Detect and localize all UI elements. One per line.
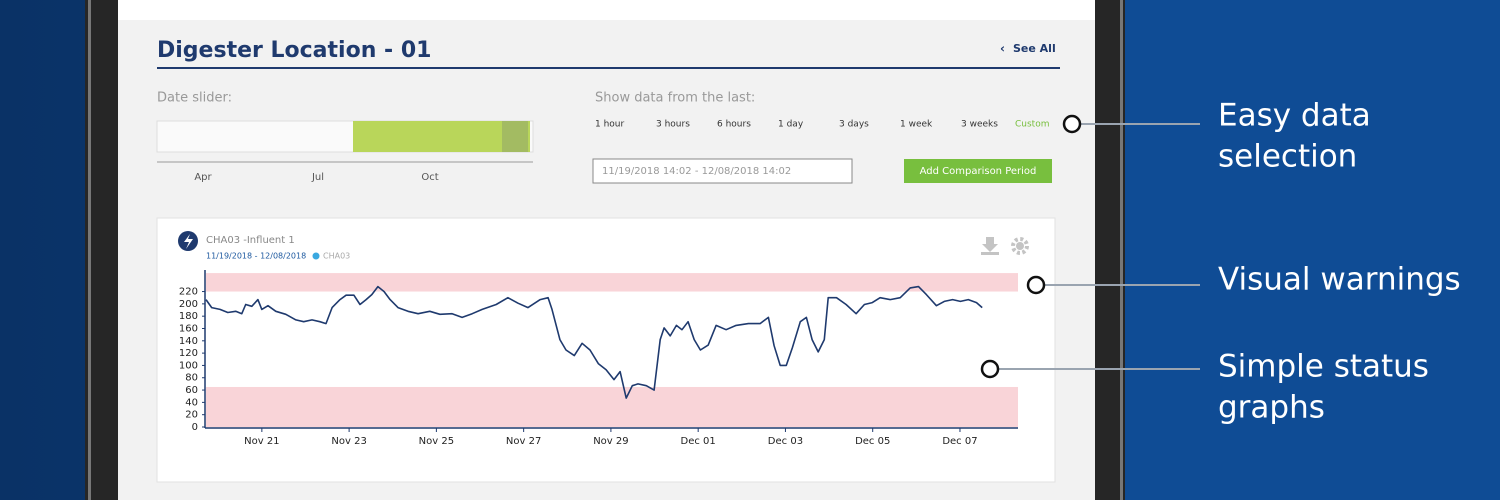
slider-month: Apr bbox=[194, 172, 212, 183]
back-arrow[interactable]: ‹ bbox=[1000, 42, 1005, 56]
y-tick-label: 0 bbox=[192, 422, 198, 433]
frame-edge bbox=[88, 0, 91, 500]
chart-card bbox=[156, 217, 1056, 483]
page-title: Digester Location - 01 bbox=[157, 38, 431, 63]
see-all-link[interactable]: See All bbox=[1013, 42, 1056, 55]
x-tick-label: Dec 07 bbox=[942, 436, 977, 447]
range-option[interactable]: 1 hour bbox=[595, 120, 625, 130]
range-option[interactable]: Custom bbox=[1015, 120, 1049, 130]
slider-label: Date slider: bbox=[157, 91, 232, 106]
x-tick-label: Dec 05 bbox=[855, 436, 890, 447]
callout-text: Simple status bbox=[1218, 349, 1429, 385]
callout-text: graphs bbox=[1218, 390, 1325, 426]
warning-band bbox=[206, 273, 1018, 292]
range-option[interactable]: 3 days bbox=[839, 120, 869, 130]
y-tick-label: 120 bbox=[179, 348, 198, 359]
card-date-range: 11/19/2018 - 12/08/2018 bbox=[206, 252, 306, 261]
range-option[interactable]: 6 hours bbox=[717, 120, 751, 130]
frame-edge bbox=[1120, 0, 1123, 500]
data-line bbox=[205, 285, 983, 399]
y-tick-label: 140 bbox=[179, 336, 198, 347]
top-bar bbox=[118, 0, 1095, 20]
slider-selection[interactable] bbox=[353, 121, 530, 152]
callout-marker bbox=[980, 359, 1000, 379]
callout-marker bbox=[1026, 275, 1046, 295]
y-tick-label: 20 bbox=[185, 410, 198, 421]
card-title: CHA03 -Influent 1 bbox=[206, 235, 295, 246]
callout-text: selection bbox=[1218, 139, 1357, 175]
legend-label: CHA03 bbox=[323, 252, 350, 261]
callout-text: Visual warnings bbox=[1218, 262, 1461, 298]
callout-text: Easy data bbox=[1218, 98, 1371, 134]
y-tick-label: 100 bbox=[179, 360, 198, 371]
y-tick-label: 200 bbox=[179, 299, 198, 310]
settings-icon[interactable] bbox=[1011, 237, 1029, 255]
comparison-button[interactable] bbox=[904, 159, 1052, 183]
x-tick-label: Nov 29 bbox=[593, 436, 628, 447]
callout-marker bbox=[1062, 114, 1082, 134]
y-tick-label: 160 bbox=[179, 323, 198, 334]
y-tick-label: 180 bbox=[179, 311, 198, 322]
right-panel bbox=[1125, 0, 1500, 500]
warning-band bbox=[206, 386, 1018, 427]
range-option[interactable]: 3 weeks bbox=[961, 120, 998, 130]
date-input-text: 11/19/2018 14:02 - 12/08/2018 14:02 bbox=[602, 166, 791, 177]
range-option[interactable]: 3 hours bbox=[656, 120, 690, 130]
x-tick-label: Dec 01 bbox=[681, 436, 716, 447]
x-tick-label: Dec 03 bbox=[768, 436, 803, 447]
slider-month: Oct bbox=[421, 172, 438, 183]
slider-handle[interactable] bbox=[502, 121, 528, 152]
download-icon[interactable] bbox=[981, 237, 999, 255]
comparison-button-label: Add Comparison Period bbox=[920, 166, 1037, 177]
x-tick-label: Nov 27 bbox=[506, 436, 541, 447]
range-option[interactable]: 1 week bbox=[900, 120, 933, 130]
x-tick-label: Nov 25 bbox=[419, 436, 454, 447]
x-tick-label: Nov 21 bbox=[244, 436, 279, 447]
y-tick-label: 60 bbox=[185, 385, 198, 396]
date-input[interactable] bbox=[592, 158, 853, 184]
y-tick-label: 40 bbox=[185, 397, 198, 408]
range-label: Show data from the last: bbox=[595, 91, 755, 106]
y-tick-label: 80 bbox=[185, 373, 198, 384]
range-option[interactable]: 1 day bbox=[778, 120, 804, 130]
slider-month: Jul bbox=[311, 172, 324, 183]
settings-icon-core[interactable] bbox=[1016, 242, 1024, 250]
sensor-icon-bolt bbox=[184, 234, 193, 249]
legend-dot bbox=[312, 252, 320, 260]
y-tick-label: 220 bbox=[179, 287, 198, 298]
x-tick-label: Nov 23 bbox=[331, 436, 366, 447]
